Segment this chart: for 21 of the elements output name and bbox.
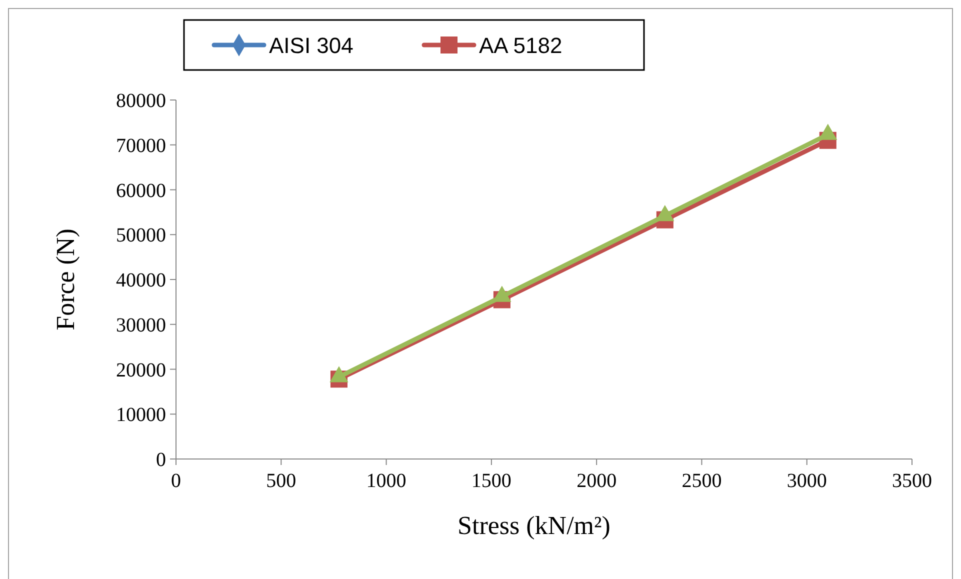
x-tick-label: 3500 (892, 470, 932, 492)
x-tick-label: 1500 (471, 470, 512, 492)
y-tick-label: 10000 (116, 404, 166, 426)
x-tick-label: 1000 (366, 470, 406, 492)
x-tick-label: 3000 (786, 470, 827, 492)
y-tick-label: 70000 (116, 134, 166, 157)
legend-label: AISI 304 (269, 33, 354, 58)
x-tick-label: 500 (266, 470, 296, 492)
y-tick-label: 30000 (116, 314, 166, 336)
y-tick-label: 40000 (116, 270, 166, 292)
y-tick-label: 0 (156, 449, 166, 471)
legend-label: AA 5182 (479, 33, 562, 58)
y-tick-label: 50000 (116, 224, 166, 247)
y-axis-title: Force (N) (51, 228, 80, 330)
y-tick-label: 60000 (116, 180, 166, 202)
x-tick-label: 2500 (682, 470, 722, 492)
x-axis-title: Stress (kN/m²) (458, 511, 610, 540)
y-tick-label: 80000 (116, 90, 166, 112)
x-tick-label: 0 (171, 470, 181, 492)
x-tick-label: 2000 (576, 470, 617, 492)
y-tick-label: 20000 (116, 359, 166, 382)
